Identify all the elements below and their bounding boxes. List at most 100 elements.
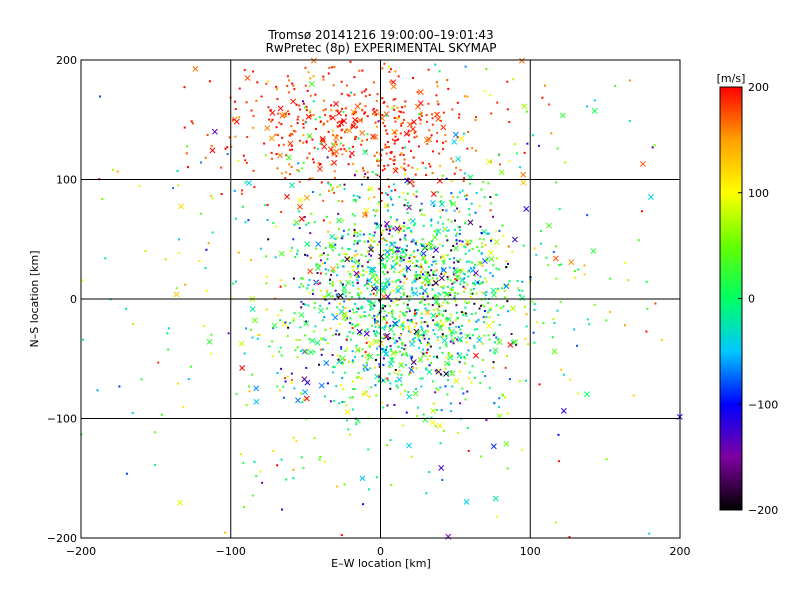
data-point-2146: [251, 336, 254, 339]
data-point-820: [353, 239, 356, 242]
data-point-716: [414, 332, 417, 335]
data-point-1818: [211, 231, 214, 234]
data-point-2085: [372, 292, 375, 295]
data-point-184: [444, 134, 447, 137]
data-point-1552: [433, 295, 436, 298]
data-point-1987: [444, 228, 447, 231]
data-point-906: [391, 265, 394, 268]
data-point-1684: [300, 350, 303, 353]
data-point-856: [406, 306, 409, 309]
data-point-1163: [423, 320, 426, 323]
data-point-953: [396, 376, 403, 383]
data-point-940: [336, 217, 343, 224]
data-point-2172: [175, 287, 178, 290]
data-point-255: [427, 102, 430, 105]
data-point-1550: [439, 293, 442, 296]
data-point-2400: [475, 320, 478, 323]
data-point-1181: [401, 341, 404, 344]
data-point-1220: [356, 242, 359, 245]
data-point-497: [411, 77, 414, 80]
data-point-718: [450, 334, 453, 337]
data-point-51: [295, 103, 298, 106]
data-point-2215: [187, 378, 190, 381]
data-point-63: [246, 136, 249, 139]
data-point-138: [309, 77, 312, 80]
data-point-1098: [485, 291, 488, 294]
data-point-2137: [558, 460, 561, 463]
data-point-625: [406, 204, 412, 211]
data-point-462: [306, 156, 309, 159]
y-tick-label-3: 100: [56, 174, 77, 187]
data-point-2211: [623, 324, 626, 327]
data-point-1649: [417, 406, 420, 409]
data-point-1758: [447, 218, 450, 221]
data-point-1111: [400, 296, 403, 299]
data-point-1053: [383, 328, 386, 331]
data-point-1905: [283, 377, 286, 380]
data-point-1109: [419, 209, 422, 212]
data-point-2026: [466, 243, 469, 246]
data-point-2178: [319, 272, 322, 275]
data-point-1694: [281, 320, 288, 327]
data-point-536: [340, 235, 343, 238]
data-point-190: [268, 135, 275, 142]
data-point-432: [281, 111, 288, 118]
data-point-2340: [339, 355, 346, 362]
data-point-1339: [505, 260, 508, 263]
data-point-1771: [321, 262, 324, 265]
data-point-895: [428, 241, 431, 244]
data-point-586: [444, 309, 447, 312]
data-point-223: [255, 99, 258, 102]
data-point-1586: [401, 322, 404, 325]
data-point-96: [302, 102, 305, 105]
data-point-2296: [557, 433, 560, 436]
data-point-1624: [407, 201, 410, 204]
data-point-2047: [463, 498, 470, 505]
data-point-786: [433, 270, 436, 273]
data-point-1576: [459, 283, 462, 286]
data-point-941: [411, 355, 414, 358]
data-point-1775: [363, 297, 366, 300]
data-point-1326: [289, 249, 292, 252]
data-point-104: [299, 108, 302, 111]
data-point-638: [373, 196, 376, 199]
data-point-2004: [362, 503, 365, 506]
data-point-1050: [419, 342, 422, 345]
data-point-1945: [396, 303, 399, 306]
data-point-1083: [313, 302, 316, 305]
data-point-1495: [430, 219, 433, 222]
data-point-757: [381, 262, 384, 265]
data-point-1976: [503, 289, 506, 292]
data-point-1790: [344, 319, 347, 322]
data-point-1255: [432, 256, 435, 259]
data-point-421: [431, 117, 434, 120]
data-point-2207: [420, 312, 423, 315]
data-point-178: [378, 187, 381, 190]
data-point-2226: [160, 413, 163, 416]
data-point-1815: [360, 183, 363, 186]
data-point-1385: [414, 274, 417, 277]
data-point-174: [359, 102, 362, 105]
data-point-1849: [245, 404, 248, 407]
data-point-1126: [356, 328, 363, 335]
data-point-695: [477, 249, 480, 252]
data-point-645: [353, 234, 356, 237]
data-point-1657: [401, 343, 404, 346]
data-point-2282: [290, 372, 293, 375]
data-point-1422: [445, 345, 448, 348]
data-point-1855: [375, 210, 378, 213]
data-point-2038: [455, 325, 458, 328]
data-point-495: [350, 123, 357, 130]
x-axis-label: E–W location [km]: [331, 557, 431, 570]
data-point-37: [474, 119, 477, 122]
data-point-208: [383, 167, 386, 170]
data-point-44: [309, 94, 312, 97]
data-point-1950: [628, 119, 631, 122]
data-point-1605: [432, 260, 435, 263]
data-point-1887: [353, 270, 360, 277]
data-point-550: [450, 370, 453, 373]
data-point-1731: [441, 335, 444, 338]
data-point-2313: [290, 378, 293, 381]
data-point-1202: [391, 256, 394, 259]
data-point-2068: [334, 243, 337, 246]
